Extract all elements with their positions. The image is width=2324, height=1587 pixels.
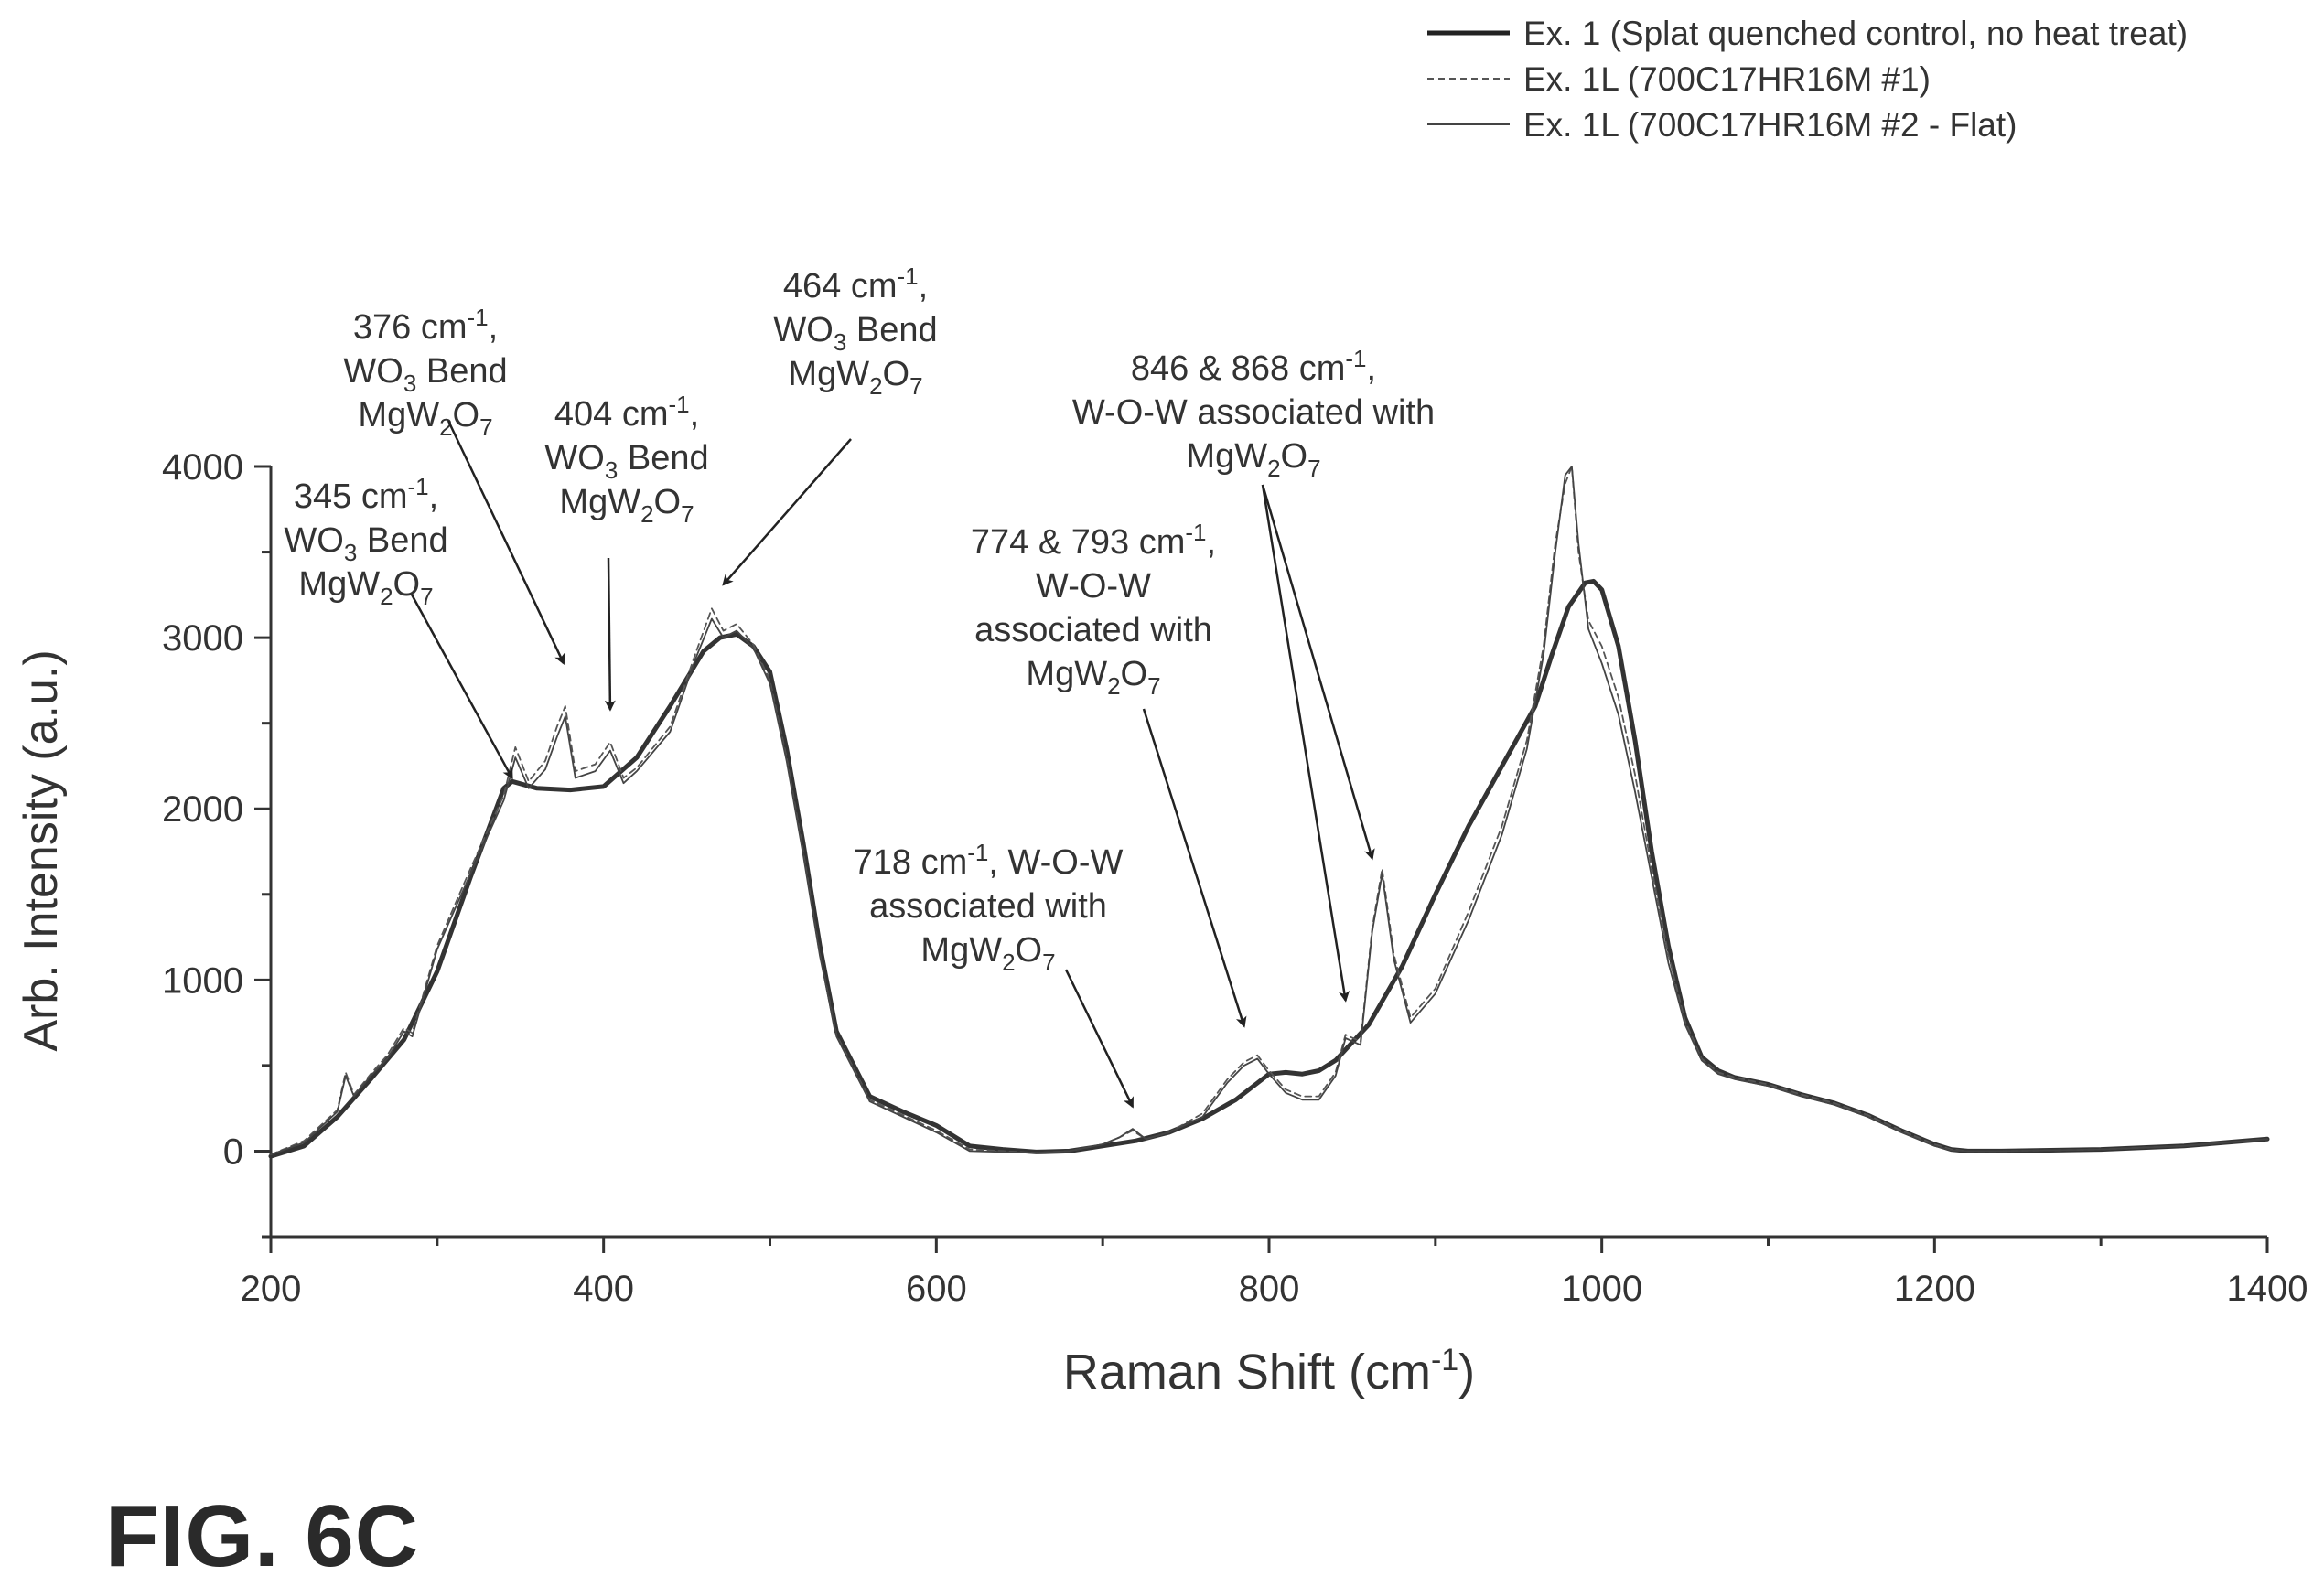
annotation-text: MgW2O7 xyxy=(1186,437,1320,482)
annotation-7: 846 & 868 cm-1, W-O-W associated with MgW2… xyxy=(1072,345,1435,1003)
legend-label-3: Ex. 1L (700C17HR16M #2 - Flat) xyxy=(1523,106,2017,144)
legend: Ex. 1 (Splat quenched control, no heat t… xyxy=(1427,15,2188,144)
annotation-arrow xyxy=(1261,484,1375,861)
y-tick-label: 4000 xyxy=(162,447,243,488)
annotation-text: MgW2O7 xyxy=(358,396,492,441)
annotation-text: associated with xyxy=(869,887,1107,926)
annotation-arrow xyxy=(410,594,513,780)
x-tick-label: 1000 xyxy=(1561,1269,1642,1309)
legend-item-3: Ex. 1L (700C17HR16M #2 - Flat) xyxy=(1427,106,2017,144)
y-tick-label: 2000 xyxy=(162,789,243,830)
axes: 200 400 600 800 1000 1200 1400 0 1000 2000 3000 40… xyxy=(15,447,2308,1399)
series-line-1 xyxy=(268,578,2270,1159)
annotation-6: 774 & 793 cm-1, W-O-W associated with MgW2O… xyxy=(971,519,1247,1028)
x-tick-label: 400 xyxy=(573,1269,634,1309)
x-tick-label: 600 xyxy=(906,1269,967,1309)
x-ticks: 200 400 600 800 1000 1200 1400 xyxy=(241,1237,2308,1309)
annotation-arrow xyxy=(1261,484,1350,1003)
annotation-text: MgW2O7 xyxy=(788,355,922,400)
annotation-text: W-O-W xyxy=(1036,567,1151,606)
annotation-text: WO3 Bend xyxy=(544,439,708,484)
annotation-text: WO3 Bend xyxy=(284,521,447,566)
x-tick-label: 200 xyxy=(241,1269,302,1309)
x-axis-label: Raman Shift (cm-1) xyxy=(1063,1343,1475,1399)
x-tick-label: 1400 xyxy=(2227,1269,2308,1309)
annotation-text: W-O-W associated with xyxy=(1072,393,1435,432)
annotation-text: 774 & 793 cm-1, xyxy=(971,519,1216,562)
legend-item-1: Ex. 1 (Splat quenched control, no heat t… xyxy=(1427,15,2188,52)
y-ticks: 0 1000 2000 3000 4000 xyxy=(162,447,271,1239)
annotation-arrow xyxy=(1064,969,1135,1109)
annotation-arrow xyxy=(447,420,565,665)
annotation-text: MgW2O7 xyxy=(920,931,1055,976)
legend-label-2: Ex. 1L (700C17HR16M #1) xyxy=(1523,60,1931,98)
series-line-2 xyxy=(270,466,2268,1156)
annotation-text: 404 cm-1, xyxy=(554,391,699,434)
y-axis-label: Arb. Intensity (a.u.) xyxy=(15,649,68,1051)
annotation-text: 376 cm-1, xyxy=(353,304,498,347)
annotation-text: WO3 Bend xyxy=(343,352,507,397)
series-group xyxy=(268,466,2270,1159)
figure-label: FIG. 6C xyxy=(105,1487,420,1585)
x-tick-label: 1200 xyxy=(1894,1269,1975,1309)
legend-item-2: Ex. 1L (700C17HR16M #1) xyxy=(1427,60,1931,98)
annotation-text: MgW2O7 xyxy=(559,483,694,528)
annotation-arrow xyxy=(722,438,852,586)
annotation-5: 718 cm-1, W-O-W associated with MgW2O7 xyxy=(854,839,1135,1109)
y-tick-label: 3000 xyxy=(162,618,243,659)
y-tick-label: 0 xyxy=(223,1131,243,1172)
annotation-arrow xyxy=(1142,708,1247,1028)
annotation-text: 345 cm-1, xyxy=(294,473,438,516)
y-tick-label: 1000 xyxy=(162,960,243,1001)
annotation-text: 718 cm-1, W-O-W xyxy=(854,839,1124,882)
annotation-text: 846 & 868 cm-1, xyxy=(1131,345,1376,388)
annotation-arrow xyxy=(604,557,616,712)
annotation-text: WO3 Bend xyxy=(773,311,937,356)
annotation-text: MgW2O7 xyxy=(1026,655,1160,700)
series-line-3 xyxy=(270,466,2268,1156)
x-tick-label: 800 xyxy=(1239,1269,1300,1309)
legend-label-1: Ex. 1 (Splat quenched control, no heat t… xyxy=(1523,15,2188,52)
annotation-text: 464 cm-1, xyxy=(783,263,928,306)
annotation-text: MgW2O7 xyxy=(298,565,433,610)
annotation-text: associated with xyxy=(974,611,1212,649)
